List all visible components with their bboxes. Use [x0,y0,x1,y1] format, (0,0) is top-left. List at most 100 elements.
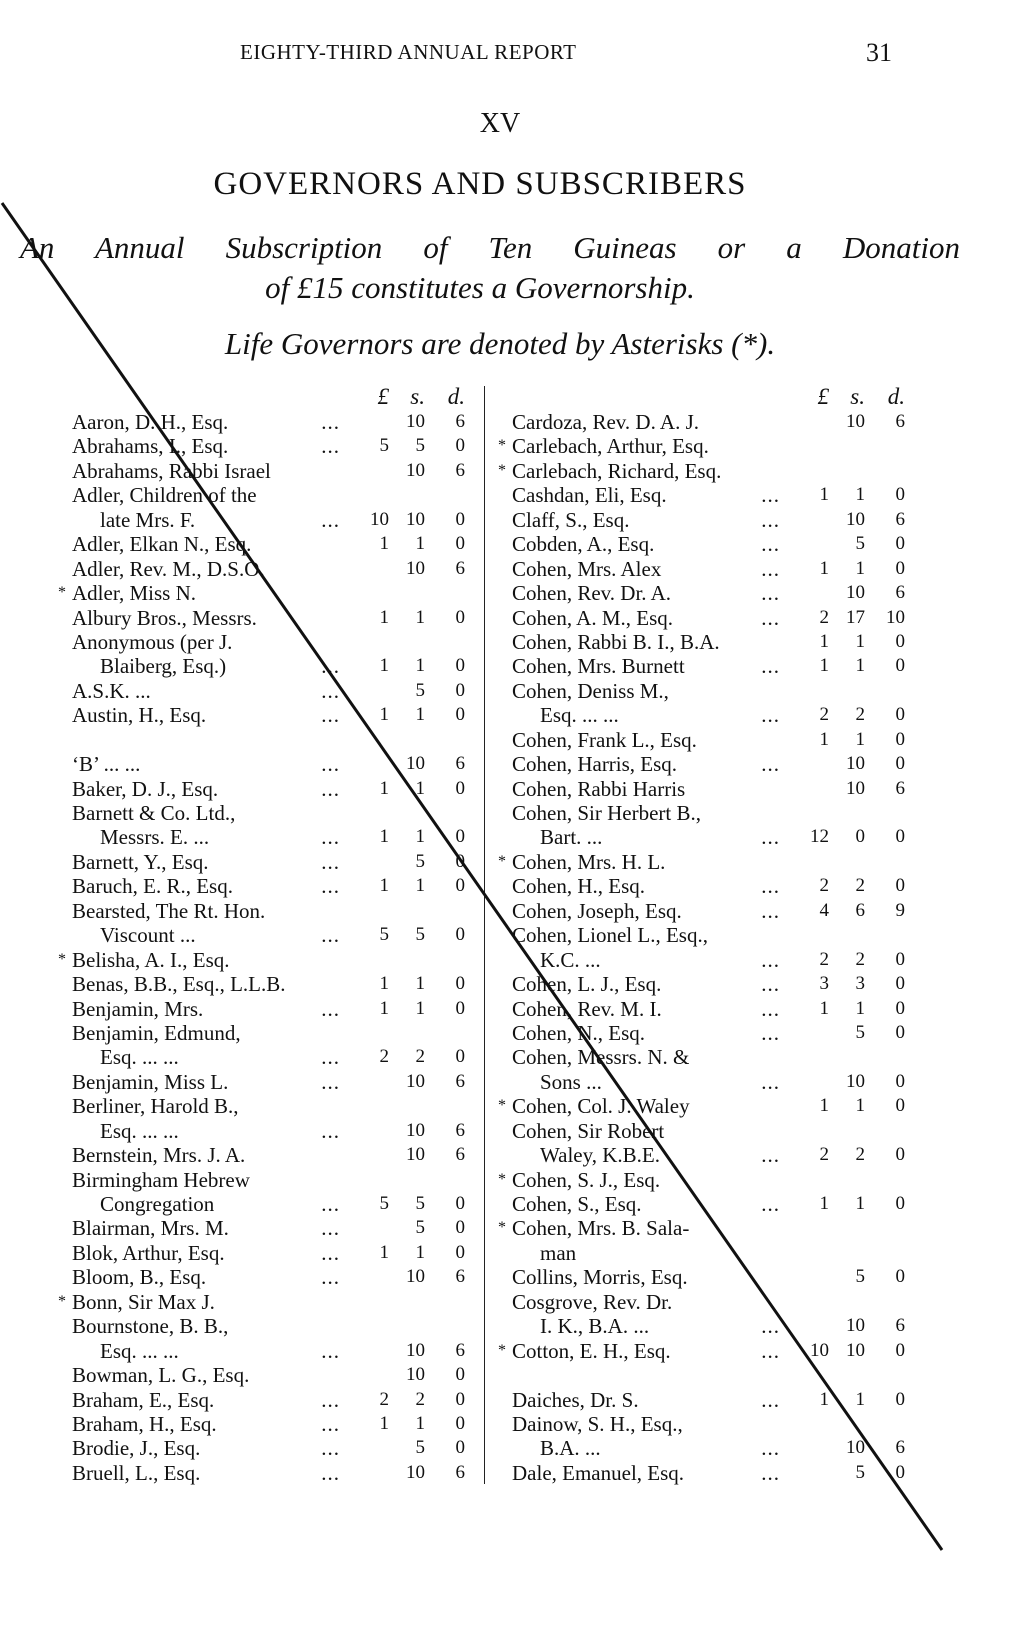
dot-leader: ... [761,1460,780,1485]
life-governor-asterisk-icon: * [498,461,506,479]
dot-leader: ... [321,996,340,1021]
pounds-value: 2 [819,704,830,726]
shillings-header: s. [410,384,425,409]
shillings-value: 10 [406,1266,425,1288]
list-item: Cohen, Rev. Dr. A.... 10 6 [500,581,905,605]
list-item: Cohen, L. J., Esq.... 3 3 0 [500,972,905,996]
shillings-value: 10 [406,1339,425,1361]
list-item: Cohen, Mrs. Burnett... 1 1 0 [500,654,905,678]
list-item: * Bonn, Sir Max J. [58,1290,465,1314]
right-column: £ s. d. Cardoza, Rev. D. A. J. 10 6 * Carleb… [498,384,906,1485]
subscriber-name: Cohen, Mrs. B. Sala- [512,1216,690,1241]
pounds-value: 1 [819,1388,830,1410]
list-item: * Cohen, Mrs. H. L. [498,849,905,874]
subscriber-name: Viscount ... [100,923,196,948]
shillings-value: 2 [415,1388,426,1410]
list-item: Esq. ... ...... 2 2 0 [60,1045,465,1069]
subscriber-name: Baker, D. J., Esq. [72,776,219,801]
list-item: Cohen, A. M., Esq.... 2 17 10 [500,606,905,630]
page-number: 31 [866,38,892,67]
dot-leader: ... [321,1045,340,1070]
life-governor-asterisk-icon: * [498,437,506,455]
pence-value: 0 [895,1193,906,1214]
list-item: Benjamin, Mrs.... 1 1 0 [60,997,465,1021]
pence-value: 6 [455,1339,466,1361]
pence-value: 0 [895,630,906,652]
list-item: Claff, S., Esq.... 10 6 [500,508,905,532]
subscriber-name: Cohen, Sir Herbert B., [512,801,701,825]
shillings-value: 1 [415,875,426,897]
pence-value: 0 [455,973,466,995]
pounds-value: 10 [370,508,389,530]
dot-leader: ... [761,947,780,972]
shillings-value: 0 [855,826,866,848]
shillings-value: 3 [855,973,866,995]
subscriber-name: Cohen, Rabbi Harris [512,776,686,801]
pence-value: 0 [895,533,906,555]
list-item: Dainow, S. H., Esq., [500,1412,905,1436]
shillings-value: 5 [415,435,426,457]
subscriber-name: Cohen, Mrs. H. L. [512,849,666,874]
shillings-value: 10 [846,1437,865,1459]
subscriber-name: Blaiberg, Esq.) [100,654,227,679]
dot-leader: ... [321,1069,340,1094]
list-item: Abrahams, Rabbi Israel 10 6 [60,459,465,483]
dot-leader: ... [761,1338,780,1363]
pence-value: 6 [895,1315,906,1337]
dot-leader: ... [761,1192,780,1216]
subscriber-name: Sons ... [540,1069,602,1094]
pence-value: 0 [455,1412,466,1434]
pounds-value: 2 [819,1144,830,1166]
pence-value: 0 [895,1095,906,1117]
shillings-value: 10 [406,1461,425,1483]
list-item: ‘B’ ... ...... 10 6 [60,752,465,776]
list-item: Abrahams, I., Esq.... 5 5 0 [60,434,465,458]
shillings-value: 1 [415,777,426,799]
subscriber-name: Cohen, Rev. Dr. A. [512,581,672,606]
list-item: Collins, Morris, Esq. 5 0 [500,1265,905,1289]
list-item: Benas, B.B., Esq., L.L.B. 1 1 0 [60,972,465,996]
subscriber-name: Bowman, L. G., Esq. [72,1363,250,1388]
subscriber-name: Carlebach, Arthur, Esq. [512,434,709,459]
pence-value: 6 [895,777,906,799]
subscriber-name: Benjamin, Miss L. [72,1069,229,1094]
pence-value: 0 [895,1388,906,1410]
life-governor-asterisk-icon: * [58,1292,66,1310]
pence-value: 6 [895,411,906,432]
list-item: B.A. ...... 10 6 [500,1436,905,1460]
pence-value: 0 [895,1021,906,1043]
subscriber-name: Cohen, Rev. M. I. [512,996,662,1021]
pence-value: 0 [895,484,906,506]
shillings-value: 1 [415,997,426,1019]
pounds-value: 1 [819,655,830,677]
pence-value: 10 [886,606,905,628]
list-item: Anonymous (per J. [60,630,465,654]
pounds-value: 1 [819,728,830,750]
subtitle-line-1: An Annual Subscription of Ten Guineas or… [20,230,960,265]
dot-leader: ... [761,1436,780,1461]
list-item: Cosgrove, Rev. Dr. [500,1290,905,1314]
list-item: * Cohen, Mrs. B. Sala- [498,1216,905,1241]
shillings-value: 5 [415,924,426,946]
pence-value: 0 [895,1339,906,1361]
list-item: K.C. ...... 2 2 0 [500,948,905,972]
left-column: £ s. d. Aaron, D. H., Esq.... 10 6 Abrahams… [58,384,466,1485]
dot-leader: ... [321,874,340,899]
dot-leader: ... [761,483,780,508]
shillings-value: 2 [855,948,866,970]
subscriber-name: Adler, Elkan N., Esq. [72,532,252,557]
dot-leader: ... [321,434,340,459]
shillings-value: 10 [406,1070,425,1092]
pounds-value: 1 [379,655,390,677]
subscriber-name: Benjamin, Mrs. [72,996,204,1021]
subscriber-name: Bournstone, B. B., [72,1314,229,1339]
list-item: Baruch, E. R., Esq.... 1 1 0 [60,874,465,898]
subscriber-name: Benas, B.B., Esq., L.L.B. [72,972,286,997]
life-governor-asterisk-icon: * [498,1341,506,1359]
shillings-value: 1 [415,704,426,726]
subscriber-name: Anonymous (per J. [72,629,233,654]
pence-value: 0 [455,1388,466,1410]
subscriber-name: Cohen, Mrs. Burnett [512,654,685,679]
pence-value: 0 [455,826,466,848]
subscriber-name: Waley, K.B.E. [540,1143,661,1168]
